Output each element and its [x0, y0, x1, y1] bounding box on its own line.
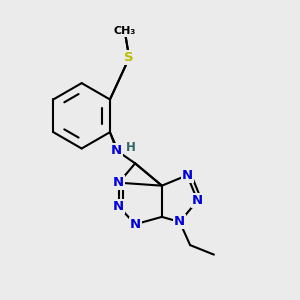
Text: H: H — [126, 140, 136, 154]
Text: N: N — [174, 215, 185, 228]
Text: N: N — [113, 200, 124, 213]
Text: N: N — [113, 176, 124, 189]
Text: S: S — [124, 51, 134, 64]
Text: N: N — [111, 144, 122, 157]
Text: N: N — [192, 194, 203, 207]
Text: N: N — [130, 218, 141, 231]
Text: N: N — [182, 169, 193, 182]
Text: CH₃: CH₃ — [114, 26, 136, 36]
